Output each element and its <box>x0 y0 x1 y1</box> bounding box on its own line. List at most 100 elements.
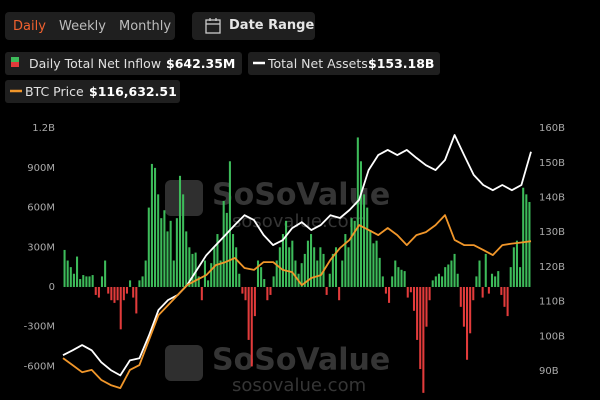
bar <box>300 263 303 287</box>
bar <box>459 286 462 307</box>
legend-value: $116,632.51 <box>89 84 177 99</box>
bar <box>444 267 447 287</box>
bar <box>325 286 328 295</box>
y2-tick-label: 90B <box>539 366 559 377</box>
bar <box>247 286 250 340</box>
y-tick-label: 300M <box>27 242 55 253</box>
bar <box>462 286 465 327</box>
bar <box>141 276 144 287</box>
bar <box>306 240 309 287</box>
bar <box>422 286 425 393</box>
watermark-brand: SoSoValue <box>212 343 390 378</box>
bar <box>228 161 231 287</box>
bar <box>113 286 116 303</box>
bar <box>88 276 91 287</box>
bar <box>85 276 88 287</box>
bar <box>200 286 203 301</box>
bar <box>125 286 128 294</box>
watermark-url: sosovalue.com <box>232 375 366 396</box>
bar <box>253 286 256 317</box>
bar <box>203 260 206 287</box>
y-tick-label: -600M <box>24 361 55 372</box>
tab[interactable]: Daily <box>13 19 46 34</box>
bar <box>216 234 219 287</box>
y-tick-label: 1.2B <box>32 123 55 134</box>
bar <box>441 276 444 287</box>
bar <box>406 286 409 298</box>
bar <box>391 276 394 287</box>
bar <box>356 137 359 287</box>
bar <box>69 267 72 287</box>
legend-item: Total Net Assets $153.18B <box>248 52 440 75</box>
y-tick-label: -300M <box>24 322 55 333</box>
bar <box>400 269 403 287</box>
bar <box>372 243 375 287</box>
bar <box>316 260 319 287</box>
button-label: Date Range <box>229 18 315 33</box>
legend-swatch <box>253 61 265 65</box>
bar <box>219 260 222 287</box>
bar <box>338 286 341 301</box>
y2-tick-label: 110B <box>539 297 565 308</box>
bar <box>469 286 472 334</box>
bar <box>116 286 119 301</box>
bar <box>478 260 481 287</box>
bar <box>341 260 344 287</box>
bar <box>172 260 175 287</box>
bar <box>425 286 428 327</box>
bar <box>515 240 518 287</box>
bar <box>157 194 160 287</box>
bar <box>412 286 416 311</box>
bar <box>129 280 132 287</box>
bar <box>409 286 412 293</box>
bar <box>519 267 522 287</box>
bar <box>450 260 453 287</box>
legend-value: $642.35M <box>166 56 236 71</box>
y2-tick-label: 130B <box>539 227 565 238</box>
bar <box>160 218 163 287</box>
bar <box>303 253 306 287</box>
bar <box>76 256 79 287</box>
bar <box>104 260 107 287</box>
bar <box>119 286 122 330</box>
tab[interactable]: Weekly <box>59 19 106 34</box>
tab-group <box>5 12 175 40</box>
bar <box>91 275 94 287</box>
bar <box>185 231 188 287</box>
bar <box>260 267 263 287</box>
bar <box>381 276 384 287</box>
bar <box>138 280 141 287</box>
bar <box>434 276 437 287</box>
bar <box>294 260 297 287</box>
bar <box>241 286 244 294</box>
bar <box>150 163 153 287</box>
bar <box>281 234 284 287</box>
bar <box>500 286 503 295</box>
bar <box>222 200 225 287</box>
watermark-url: sosovalue.com <box>232 211 366 232</box>
bar <box>72 273 75 287</box>
bar <box>110 286 113 301</box>
bar <box>394 260 397 287</box>
tab[interactable]: Monthly <box>119 19 172 34</box>
legend-value: $153.18B <box>368 56 435 71</box>
y2-tick-label: 100B <box>539 331 565 342</box>
bar <box>225 212 228 287</box>
bar <box>509 267 512 287</box>
bar <box>144 260 147 287</box>
legend-label: BTC Price <box>25 84 84 99</box>
bar <box>397 267 400 287</box>
y2-tick-label: 160B <box>539 123 565 134</box>
bar <box>378 257 381 287</box>
line <box>62 134 532 377</box>
bar <box>347 247 350 287</box>
bar <box>66 260 69 287</box>
y2-tick-label: 120B <box>539 262 565 273</box>
bar <box>456 273 459 287</box>
bar <box>525 194 528 287</box>
bar <box>363 194 366 287</box>
y-tick-label: 600M <box>27 203 55 214</box>
bar <box>194 252 197 287</box>
date-range-button[interactable]: Date Range <box>192 12 315 40</box>
